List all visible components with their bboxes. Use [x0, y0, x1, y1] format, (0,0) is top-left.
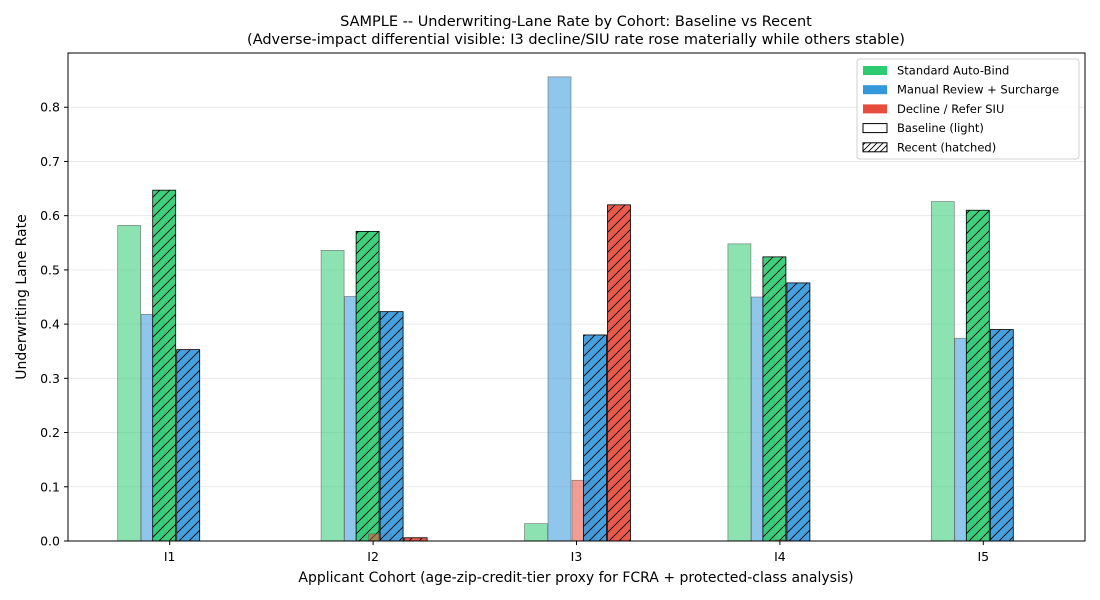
- x-axis-label: Applicant Cohort (age-zip-credit-tier pr…: [298, 570, 853, 586]
- baseline-bar: [930, 201, 955, 542]
- legend-label: Decline / Refer SIU: [897, 102, 1004, 116]
- grid-lines: [68, 106, 1085, 542]
- recent-bar-hatch: [404, 537, 428, 541]
- x-tick-label: I4: [774, 549, 786, 564]
- legend-label: Baseline (light): [897, 121, 984, 135]
- recent-bar-hatch: [762, 256, 786, 541]
- y-tick-label: 0.4: [40, 317, 60, 332]
- y-tick-label: 0.2: [40, 425, 60, 440]
- legend-swatch: [863, 66, 887, 75]
- baseline-bar: [547, 76, 572, 542]
- y-tick-label: 0.1: [40, 479, 60, 494]
- baseline-bar: [117, 225, 142, 542]
- recent-bar-hatch: [786, 282, 810, 541]
- legend-swatch-outline: [862, 123, 888, 134]
- y-tick-label: 0.0: [40, 534, 60, 549]
- baseline-bar: [727, 243, 752, 542]
- recent-bar-hatch: [152, 190, 176, 541]
- legend-swatch: [863, 104, 887, 114]
- x-tick-label: I2: [367, 549, 379, 564]
- y-tick-label: 0.7: [40, 154, 60, 169]
- chart-legend: Standard Auto-Bind Manual Review + Surcha…: [856, 58, 1080, 160]
- recent-bar-hatch: [990, 329, 1014, 541]
- chart-title: SAMPLE -- Underwriting-Lane Rate by Coho…: [340, 14, 812, 30]
- y-tick-label: 0.3: [40, 371, 60, 386]
- y-axis-ticks: 0.0 0.1 0.2 0.3 0.4 0.5 0.6 0.7 0.8: [40, 100, 68, 549]
- y-tick-label: 0.6: [40, 208, 60, 223]
- legend-swatch: [863, 85, 887, 95]
- chart-subtitle: (Adverse-impact differential visible: I3…: [247, 32, 905, 48]
- bars-group: [117, 76, 1014, 542]
- y-tick-label: 0.5: [40, 262, 60, 277]
- y-axis-label: Underwriting Lane Rate: [14, 214, 30, 379]
- legend-label: Recent (hatched): [897, 140, 996, 154]
- baseline-bar: [320, 250, 345, 542]
- recent-bar-hatch: [583, 334, 607, 541]
- recent-bar-hatch: [607, 204, 631, 542]
- x-tick-label: I1: [164, 549, 176, 564]
- y-tick-label: 0.8: [40, 100, 60, 115]
- recent-bar-hatch: [966, 210, 990, 541]
- legend-swatch-hatch: [862, 142, 888, 153]
- legend-label: Standard Auto-Bind: [897, 64, 1009, 78]
- recent-bar-hatch: [356, 231, 380, 541]
- baseline-bar: [524, 523, 548, 542]
- legend-box: [856, 58, 1080, 160]
- recent-bar-hatch: [380, 311, 404, 541]
- x-tick-label: I5: [977, 549, 989, 564]
- legend-label: Manual Review + Surcharge: [897, 83, 1059, 97]
- x-axis-ticks: I1 I2 I3 I4 I5: [164, 541, 989, 564]
- recent-bar-hatch: [176, 349, 200, 541]
- x-tick-label: I3: [571, 549, 583, 564]
